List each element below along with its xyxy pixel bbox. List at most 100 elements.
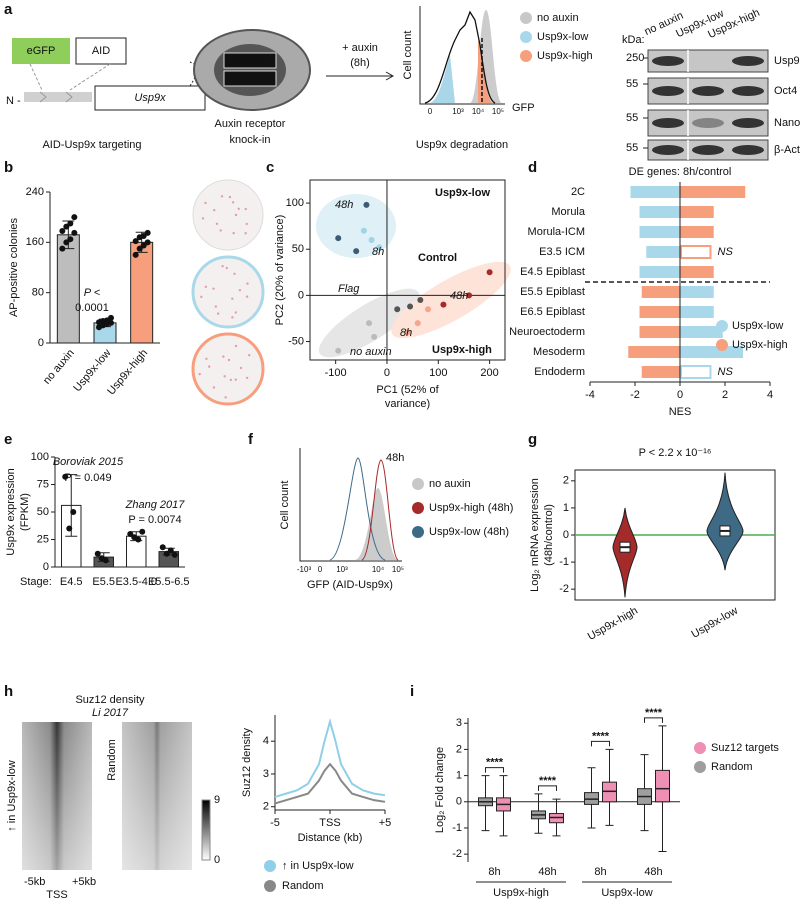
legend-label: ↑ in Usp9x-low bbox=[282, 860, 354, 872]
panel-label: h bbox=[4, 683, 13, 700]
band bbox=[692, 86, 724, 96]
ns-label: NS bbox=[718, 366, 734, 378]
band bbox=[652, 145, 684, 155]
x-tick-label: 10⁴ bbox=[372, 565, 385, 574]
colony bbox=[219, 229, 222, 232]
colony bbox=[245, 295, 249, 298]
colony bbox=[215, 222, 219, 225]
treatment: (8h) bbox=[350, 57, 370, 69]
legend-swatch bbox=[412, 502, 424, 514]
colony bbox=[225, 266, 229, 270]
point bbox=[62, 473, 69, 480]
x-tick-label: 0 bbox=[677, 389, 683, 401]
treatment: + auxin bbox=[342, 42, 378, 54]
point bbox=[404, 329, 411, 336]
significance: **** bbox=[645, 707, 663, 719]
egfp-box bbox=[12, 38, 70, 64]
y-tick-label: E4.5 Epiblast bbox=[520, 266, 585, 278]
y-tick-label: 2 bbox=[563, 475, 569, 487]
y-label: AP-positive colonies bbox=[8, 217, 20, 317]
n-terminus: N - bbox=[6, 95, 21, 107]
x-tick-label: no auxin bbox=[41, 347, 77, 387]
bar bbox=[680, 226, 714, 238]
colony bbox=[220, 195, 224, 198]
x-tick-label: 10³ bbox=[452, 107, 464, 116]
legend-label: Usp9x-low bbox=[732, 320, 783, 332]
point bbox=[67, 236, 74, 243]
band bbox=[732, 118, 764, 128]
group-label: Usp9x-high bbox=[493, 887, 549, 899]
marker-label: 250 bbox=[626, 52, 644, 64]
colony bbox=[244, 207, 247, 211]
group-shade bbox=[391, 261, 511, 339]
y-tick-label: 25 bbox=[37, 533, 49, 545]
band bbox=[652, 118, 684, 128]
y-tick-label: 0 bbox=[563, 529, 569, 541]
plate bbox=[192, 179, 264, 251]
y-tick-label: E3.5 ICM bbox=[539, 246, 585, 258]
dashed-arrow bbox=[29, 63, 111, 91]
plate bbox=[191, 332, 265, 406]
colony bbox=[213, 208, 216, 212]
point bbox=[335, 347, 342, 354]
legend-label: Usp9x-high bbox=[537, 50, 593, 62]
x-tick-label: 0 bbox=[384, 367, 390, 379]
chart-title: DE genes: 8h/control bbox=[629, 166, 732, 178]
x-tick-label: 4 bbox=[767, 389, 773, 401]
band bbox=[732, 86, 764, 96]
band bbox=[732, 56, 764, 66]
annotation: P < bbox=[84, 287, 101, 299]
bar bbox=[646, 246, 680, 258]
colony bbox=[224, 396, 227, 399]
legend-swatch bbox=[412, 526, 424, 538]
legend-swatch bbox=[694, 742, 706, 754]
legend-swatch bbox=[716, 339, 728, 351]
flow-low bbox=[430, 55, 455, 103]
gene-label: OsTir1 bbox=[234, 55, 267, 67]
annotation: Control bbox=[418, 252, 457, 264]
x-label: variance) bbox=[385, 398, 430, 410]
point bbox=[360, 227, 367, 234]
colony bbox=[204, 285, 208, 289]
y-tick-label: 2C bbox=[571, 186, 585, 198]
legend-label: Random bbox=[711, 761, 753, 773]
x-tick-label: 8h bbox=[488, 866, 500, 878]
bar bbox=[630, 186, 680, 198]
legend-label: Usp9x-low bbox=[537, 31, 588, 43]
point bbox=[59, 228, 66, 235]
gene-box bbox=[223, 70, 277, 87]
point bbox=[132, 238, 139, 245]
colony bbox=[198, 372, 201, 376]
bar bbox=[680, 365, 712, 379]
point bbox=[394, 306, 401, 313]
tag-label: AID bbox=[92, 45, 110, 57]
band bbox=[692, 118, 724, 128]
colony bbox=[246, 282, 249, 285]
point bbox=[159, 544, 166, 551]
point bbox=[139, 528, 146, 535]
colony bbox=[212, 386, 216, 389]
x-tick-label: 200 bbox=[480, 367, 498, 379]
bar bbox=[628, 346, 680, 358]
band bbox=[652, 56, 684, 66]
protein-label: Oct4 bbox=[774, 85, 797, 97]
gene-label: Usp9x bbox=[134, 92, 166, 104]
marker-label: 55 bbox=[626, 78, 638, 90]
annotation: 48h bbox=[335, 199, 353, 211]
point bbox=[366, 320, 373, 327]
point bbox=[368, 237, 375, 243]
y-tick-label: 2 bbox=[263, 801, 269, 813]
protein-label: β-Actin bbox=[774, 144, 800, 156]
bar bbox=[639, 226, 680, 238]
annotation: Boroviak 2015 bbox=[53, 456, 124, 468]
aid-box bbox=[75, 37, 127, 65]
point bbox=[108, 314, 114, 321]
annotation: 48h bbox=[450, 290, 468, 302]
point bbox=[466, 292, 473, 299]
y-tick-label: 2 bbox=[456, 743, 462, 755]
point bbox=[144, 229, 151, 236]
x-label: Distance (kb) bbox=[298, 832, 363, 844]
tag-label: eGFP bbox=[27, 45, 56, 57]
y-label: PC2 (20% of variance) bbox=[274, 215, 286, 326]
y-tick-label: 50 bbox=[292, 243, 304, 255]
